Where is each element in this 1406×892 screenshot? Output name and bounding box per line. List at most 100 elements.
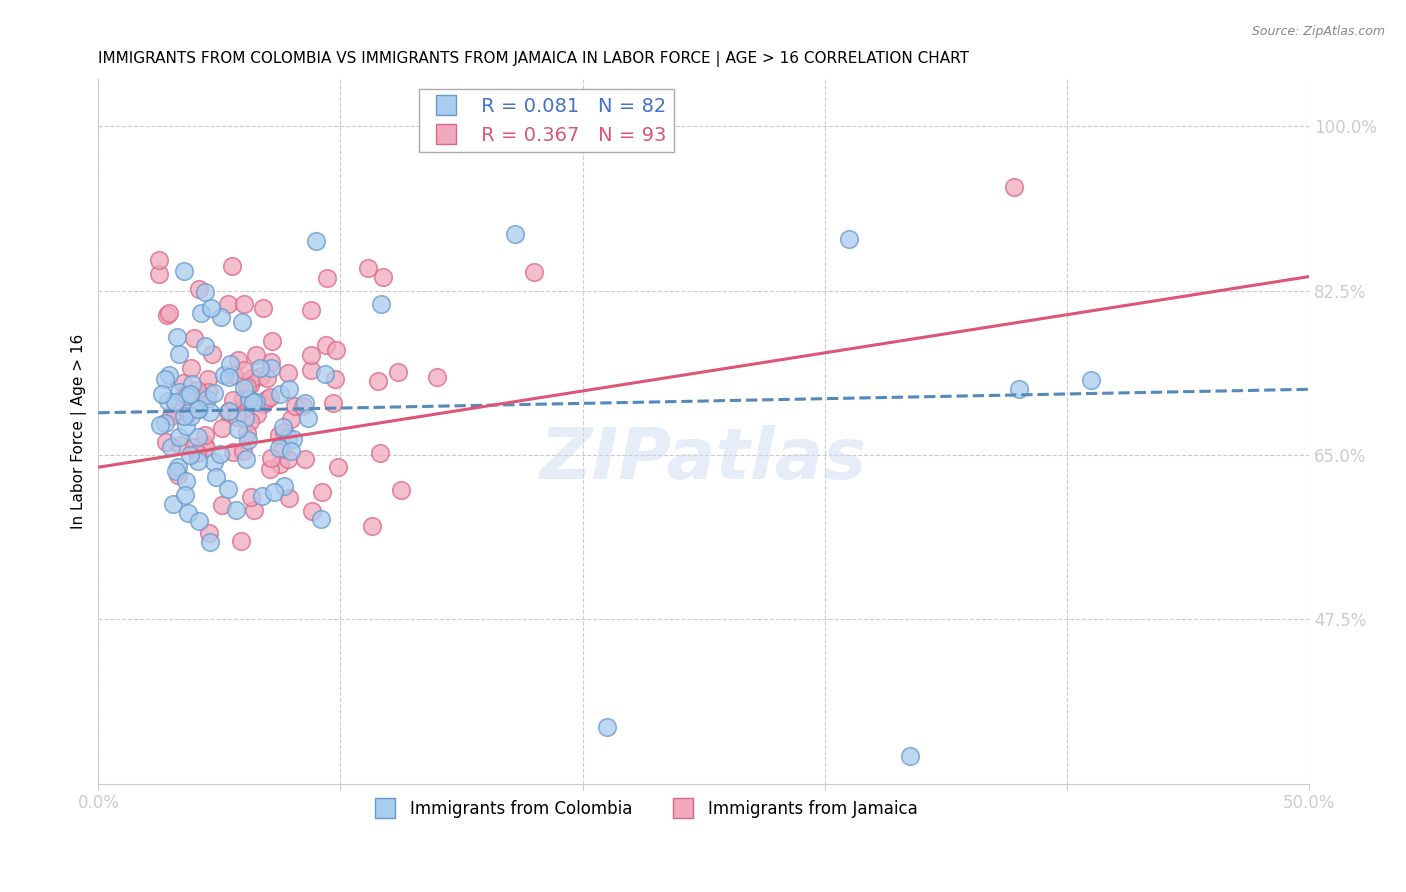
Point (202, 455, 225, 469)
Point (232, 381, 254, 395)
Point (198, 534, 221, 549)
Point (218, 403, 240, 417)
Point (167, 459, 190, 474)
Point (389, 483, 412, 497)
Point (239, 414, 262, 428)
Text: Source: ZipAtlas.com: Source: ZipAtlas.com (1251, 25, 1385, 38)
Point (177, 506, 200, 520)
Point (299, 363, 322, 377)
Point (301, 504, 323, 518)
Point (174, 388, 197, 402)
Point (252, 397, 274, 411)
Point (271, 442, 294, 456)
Point (322, 396, 344, 410)
Point (368, 446, 391, 460)
Point (277, 451, 299, 466)
Point (221, 259, 243, 273)
Point (250, 369, 273, 384)
Point (267, 441, 290, 455)
Point (205, 469, 228, 483)
Point (176, 389, 198, 403)
Point (277, 430, 299, 444)
Point (149, 418, 172, 433)
Point (236, 425, 259, 440)
Point (263, 485, 285, 500)
Point (243, 503, 266, 517)
Point (259, 390, 281, 404)
Point (211, 310, 233, 324)
Point (226, 352, 249, 367)
Point (387, 365, 409, 379)
Point (269, 387, 291, 401)
Point (898, 748, 921, 763)
Point (277, 491, 299, 506)
Point (314, 367, 336, 381)
Point (177, 405, 200, 419)
Point (197, 372, 219, 386)
Point (157, 393, 180, 408)
Point (187, 282, 209, 296)
Point (222, 392, 245, 407)
Point (162, 497, 184, 511)
Point (260, 361, 283, 376)
Point (260, 451, 283, 466)
Point (163, 394, 186, 409)
Point (232, 392, 254, 407)
Point (165, 464, 187, 478)
Point (211, 421, 233, 435)
Point (159, 441, 181, 455)
Point (188, 514, 211, 528)
Point (305, 235, 328, 249)
Point (156, 309, 179, 323)
Point (259, 461, 281, 475)
Point (198, 405, 221, 419)
Point (169, 430, 191, 444)
Point (1080, 373, 1102, 387)
Point (311, 485, 333, 500)
Point (218, 370, 240, 384)
Point (292, 400, 315, 414)
Point (183, 331, 205, 345)
Point (235, 451, 257, 466)
Point (260, 355, 283, 369)
Text: ZIPatlas: ZIPatlas (540, 425, 868, 494)
Point (271, 420, 294, 434)
Point (219, 357, 242, 371)
Point (167, 468, 190, 483)
Point (256, 371, 278, 385)
Point (197, 385, 219, 400)
Point (249, 360, 271, 375)
Point (238, 433, 260, 447)
Point (316, 271, 339, 285)
Point (297, 410, 319, 425)
Point (222, 445, 245, 459)
Point (167, 385, 190, 400)
Point (242, 394, 264, 409)
Point (239, 378, 262, 392)
Point (1002, 180, 1025, 194)
Point (173, 264, 195, 278)
Point (165, 405, 187, 419)
Point (193, 391, 215, 405)
Point (187, 401, 209, 416)
Point (194, 427, 217, 442)
Point (190, 306, 212, 320)
Point (245, 348, 267, 362)
Point (233, 410, 256, 425)
Point (294, 395, 316, 409)
Point (226, 422, 249, 436)
Point (233, 401, 256, 415)
Point (183, 441, 205, 455)
Point (180, 361, 202, 376)
Point (323, 372, 346, 386)
Point (186, 446, 208, 460)
Y-axis label: In Labor Force | Age > 16: In Labor Force | Age > 16 (72, 334, 87, 529)
Point (226, 410, 249, 425)
Point (838, 232, 860, 246)
Point (294, 452, 316, 467)
Point (280, 412, 302, 426)
Point (167, 347, 190, 361)
Point (229, 534, 252, 549)
Point (278, 382, 301, 396)
Point (371, 269, 394, 284)
